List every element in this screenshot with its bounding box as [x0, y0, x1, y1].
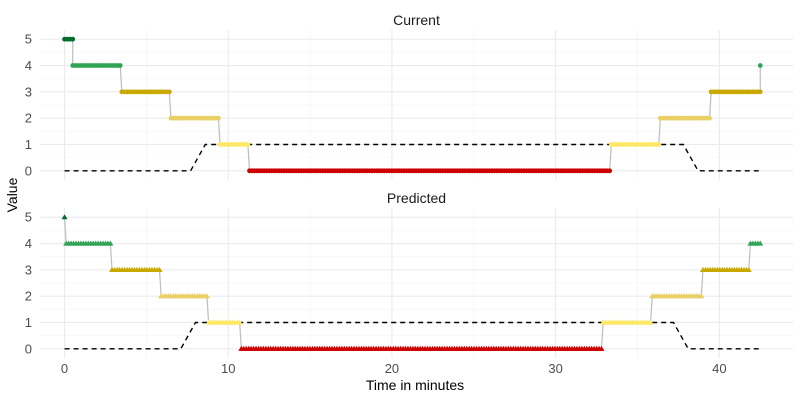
segment-level-2 — [168, 115, 221, 121]
chart-panels: Current 0 1 2 3 4 5 Predicted 0 1 2 3 4 5 0 10 20 30 40 — [25, 12, 793, 376]
data-point — [236, 319, 243, 325]
data-point — [156, 266, 163, 272]
data-point — [757, 240, 764, 246]
connector-line — [649, 296, 653, 323]
data-point — [166, 89, 172, 95]
connector-line — [63, 217, 67, 244]
x-axis-title: Time in minutes — [366, 377, 464, 393]
panel-title: Current — [393, 12, 440, 28]
connector-line — [158, 269, 162, 297]
data-point — [117, 63, 123, 68]
connector-line — [609, 144, 612, 171]
connector-line — [708, 91, 712, 119]
connector-line — [247, 144, 251, 171]
data-point — [647, 319, 654, 325]
y-tick-label: 3 — [25, 84, 32, 99]
segment-level-3 — [708, 89, 763, 95]
segment-level-3 — [109, 266, 163, 272]
segment-level-2 — [658, 115, 712, 121]
segment-level-1 — [608, 142, 662, 147]
segment-level-2 — [649, 293, 705, 299]
data-point — [757, 63, 763, 68]
segment-level-0 — [247, 168, 613, 174]
panel-current: Current 0 1 2 3 4 5 — [25, 12, 793, 180]
x-tick-label: 20 — [385, 361, 399, 376]
segment-level-1 — [217, 142, 251, 147]
segment-level-1 — [205, 319, 243, 325]
data-point — [216, 115, 221, 121]
y-tick-label: 3 — [25, 262, 32, 277]
segment-level-5 — [61, 214, 68, 220]
segment-level-5 — [62, 36, 76, 42]
y-tick-label: 5 — [25, 32, 32, 47]
x-tick-label: 30 — [548, 361, 562, 376]
y-tick-label: 5 — [25, 210, 32, 225]
connector-line — [109, 243, 113, 270]
reference-dashed-line — [64, 321, 761, 350]
connector-line — [658, 118, 662, 145]
x-tick-label: 0 — [61, 361, 68, 376]
segment-level-0 — [238, 345, 605, 351]
panel-title: Predicted — [387, 190, 446, 206]
y-tick-label: 4 — [25, 58, 32, 73]
connector-line — [700, 269, 704, 297]
connector-line — [600, 322, 604, 349]
panel-predicted: Predicted 0 1 2 3 4 5 0 10 20 30 40 — [25, 190, 793, 376]
data-point — [203, 293, 210, 299]
data-point — [757, 89, 763, 95]
segment-level-3 — [699, 266, 752, 272]
y-tick-label: 0 — [25, 163, 32, 178]
data-point — [70, 36, 76, 42]
x-tick-label: 10 — [221, 361, 235, 376]
segment-level-4 — [757, 63, 763, 68]
y-tick-label: 2 — [25, 111, 32, 126]
segment-level-4 — [70, 63, 123, 68]
data-point — [61, 214, 68, 220]
segment-level-4 — [747, 240, 764, 246]
y-tick-label: 1 — [25, 315, 32, 330]
connector-line — [239, 322, 242, 349]
connector-line — [217, 118, 221, 145]
y-tick-label: 4 — [25, 236, 32, 251]
segment-level-4 — [63, 240, 114, 246]
segment-level-3 — [119, 89, 172, 95]
data-point — [656, 142, 662, 147]
data-point — [607, 168, 613, 174]
connector-line — [119, 65, 123, 92]
data-point — [698, 293, 705, 299]
segment-level-2 — [158, 293, 210, 299]
x-tick-label: 40 — [712, 361, 726, 376]
connector-line — [748, 243, 752, 270]
y-tick-label: 1 — [25, 137, 32, 152]
connector-line — [168, 91, 172, 119]
connector-line — [206, 296, 210, 323]
data-point — [598, 345, 605, 351]
data-point — [745, 266, 752, 272]
data-point — [245, 142, 251, 147]
data-point — [707, 115, 712, 121]
y-tick-label: 2 — [25, 289, 32, 304]
segment-level-1 — [600, 319, 654, 325]
y-axis-title: Value — [4, 177, 20, 212]
data-point — [107, 240, 114, 246]
y-tick-label: 0 — [25, 341, 32, 356]
